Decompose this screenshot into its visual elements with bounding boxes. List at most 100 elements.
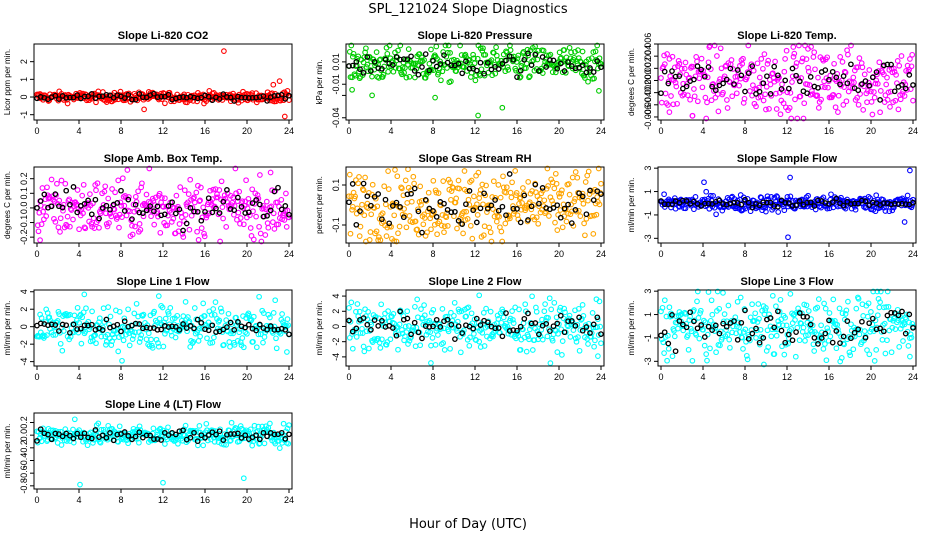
hourly-point (67, 201, 73, 208)
minute-point (782, 314, 788, 321)
hourly-point (712, 87, 719, 94)
hourly-point (59, 204, 66, 211)
minute-point (176, 221, 183, 227)
x-tick-label: 24 (284, 126, 294, 136)
hourly-point (404, 56, 411, 63)
hourly-point (793, 202, 799, 209)
minute-point (56, 197, 63, 204)
minute-point (85, 318, 92, 325)
hourly-point (371, 59, 378, 65)
minute-point (271, 323, 278, 330)
minute-point (445, 328, 452, 335)
minute-point (834, 71, 841, 77)
hourly-point (745, 199, 752, 206)
minute-point (665, 345, 672, 352)
minute-point (840, 102, 847, 108)
hourly-point (789, 337, 796, 344)
minute-point (55, 224, 62, 231)
minute-point (558, 326, 565, 333)
minute-point (200, 442, 207, 449)
minute-point (575, 334, 581, 340)
hourly-point (169, 199, 175, 206)
minute-point (483, 182, 489, 189)
minute-point (859, 64, 866, 71)
minute-point (908, 63, 915, 70)
hourly-point (906, 311, 913, 318)
minute-point (783, 322, 790, 329)
minute-point (548, 176, 555, 183)
minute-point (406, 213, 413, 219)
minute-point (894, 58, 901, 64)
minute-point (144, 322, 151, 328)
hourly-point (873, 69, 880, 75)
hourly-point (77, 434, 84, 441)
minute-point (284, 316, 291, 322)
minute-point (76, 226, 82, 233)
minute-point (551, 299, 558, 306)
hourly-point (536, 200, 542, 207)
hourly-points (346, 308, 604, 342)
hourly-point (738, 319, 745, 326)
hourly-point (238, 435, 245, 441)
hourly-point (910, 82, 916, 88)
minute-point (893, 72, 899, 78)
hourly-point (499, 333, 506, 340)
hourly-point (796, 78, 803, 85)
minute-point (660, 339, 667, 346)
hourly-point (665, 340, 672, 347)
hourly-point (379, 317, 385, 324)
minute-point (805, 192, 811, 199)
minute-points (346, 292, 604, 366)
hourly-point (56, 328, 62, 334)
x-tick-label: 20 (866, 126, 876, 136)
minute-point (582, 179, 589, 185)
minute-point (239, 198, 246, 205)
minute-point (131, 310, 138, 317)
minute-point (402, 65, 408, 71)
minute-point (594, 324, 601, 330)
minute-point (256, 293, 262, 300)
minute-point (722, 63, 729, 70)
x-tick-label: 0 (658, 249, 663, 259)
minute-point (707, 317, 714, 324)
minute-point (661, 350, 667, 356)
minute-point (119, 175, 126, 182)
hourly-point (448, 209, 455, 216)
minute-point (809, 88, 815, 94)
minute-point (228, 419, 235, 426)
y-tick-label: 1 (643, 189, 653, 194)
minute-point (464, 188, 470, 195)
minute-point (516, 74, 523, 81)
minute-point (139, 180, 145, 187)
minute-point (177, 184, 184, 190)
hourly-point (140, 210, 146, 217)
minute-point (454, 328, 460, 334)
minute-point (853, 305, 860, 312)
minute-point (800, 115, 807, 122)
minute-point (363, 45, 369, 52)
y-tick-label: 0.004 (643, 45, 653, 68)
minute-point (468, 177, 475, 184)
minute-point (796, 42, 802, 49)
minute-point (696, 75, 703, 82)
minute-point (719, 207, 726, 214)
minute-point (495, 316, 502, 322)
minute-point (682, 311, 689, 317)
minute-point (105, 304, 112, 310)
hourly-point (437, 324, 444, 330)
x-tick-label: 24 (596, 372, 606, 382)
x-tick-label: 24 (284, 249, 294, 259)
minute-point (693, 332, 700, 338)
minute-point (523, 348, 530, 355)
hourly-point (158, 437, 165, 443)
hourly-point (528, 203, 535, 210)
minute-point (822, 305, 829, 312)
hourly-point (705, 323, 712, 330)
minute-point (849, 85, 856, 92)
minute-point (793, 60, 800, 66)
minute-point (406, 73, 413, 80)
minute-point (405, 166, 411, 173)
hourly-point (547, 328, 553, 334)
minute-point (881, 320, 888, 327)
outlier-point (499, 104, 506, 111)
